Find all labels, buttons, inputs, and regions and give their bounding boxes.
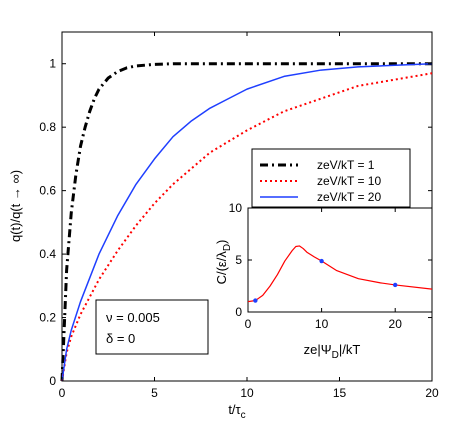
inset-ticks-group: 0 10 20 0 5 10	[229, 201, 432, 331]
legend-label-series-3: zeV/kT = 20	[317, 190, 381, 204]
inset-x-axis-label-suffix: |/kT	[339, 342, 360, 357]
parameter-delta: δ = 0	[106, 331, 135, 346]
main-x-tick-label: 10	[240, 386, 254, 400]
main-chart: 0 5 10 15 20 0 0.2 0.4 0.6 0.8 1 q(t)/q(t → ∞) t/τ…	[8, 31, 439, 421]
series-line-3	[61, 62, 433, 382]
main-x-axis-label-text: t/τ	[228, 402, 241, 417]
inset-marker-point	[319, 258, 324, 264]
main-x-tick-label: 5	[151, 386, 158, 400]
inset-y-tick-label: 5	[235, 253, 242, 267]
main-x-tick-label: 0	[59, 386, 66, 400]
parameter-nu: ν = 0.005	[106, 310, 160, 325]
main-legend: zeV/kT = 1 zeV/kT = 10 zeV/kT = 20	[251, 148, 411, 208]
series-line-2	[61, 72, 433, 382]
inset-series-line	[247, 245, 433, 303]
parameter-box	[95, 299, 209, 355]
main-y-tick-label: 1	[49, 57, 56, 71]
legend-label-series-2: zeV/kT = 10	[317, 174, 381, 188]
inset-y-tick-label: 10	[229, 201, 243, 215]
inset-series-group	[247, 245, 433, 303]
main-y-tick-label: 0.6	[39, 184, 56, 198]
main-y-tick-label: 0.4	[39, 247, 56, 261]
main-ticks-group: 0 5 10 15 20 0 0.2 0.4 0.6 0.8 1	[39, 32, 439, 400]
inset-marker-point	[393, 282, 398, 288]
main-x-tick-label: 15	[333, 386, 347, 400]
inset-marker-point	[253, 298, 258, 303]
main-y-tick-label: 0.2	[39, 311, 56, 325]
main-y-tick-label: 0	[49, 374, 56, 388]
parameter-annotation: ν = 0.005 δ = 0	[95, 299, 209, 355]
main-x-tick-label: 20	[425, 386, 439, 400]
main-y-axis-label: q(t)/q(t → ∞)	[8, 170, 23, 242]
inset-x-tick-label: 10	[315, 317, 329, 331]
main-series-group	[60, 62, 433, 382]
inset-y-tick-label: 0	[235, 305, 242, 319]
inset-y-axis-label-subscript: D	[222, 244, 233, 251]
inset-x-tick-label: 20	[389, 317, 403, 331]
main-x-axis-label-subscript: c	[241, 410, 246, 421]
inset-x-tick-label: 0	[245, 317, 252, 331]
inset-plot-frame	[247, 207, 433, 313]
main-y-tick-label: 0.8	[39, 120, 56, 134]
series-line-1	[60, 62, 432, 382]
inset-x-axis-label-subscript: D	[332, 350, 339, 361]
inset-x-axis-label-text: ze|Ψ	[304, 342, 332, 357]
inset-y-axis-label-suffix: )	[214, 240, 229, 244]
inset-y-axis-label: C/(ε/λD)	[214, 240, 233, 285]
legend-label-series-1: zeV/kT = 1	[317, 158, 375, 172]
main-x-axis-label: t/τc	[228, 402, 245, 421]
inset-y-axis-label-text: C/(ε/λ	[214, 251, 229, 285]
inset-x-axis-label: ze|ΨD|/kT	[304, 342, 361, 361]
